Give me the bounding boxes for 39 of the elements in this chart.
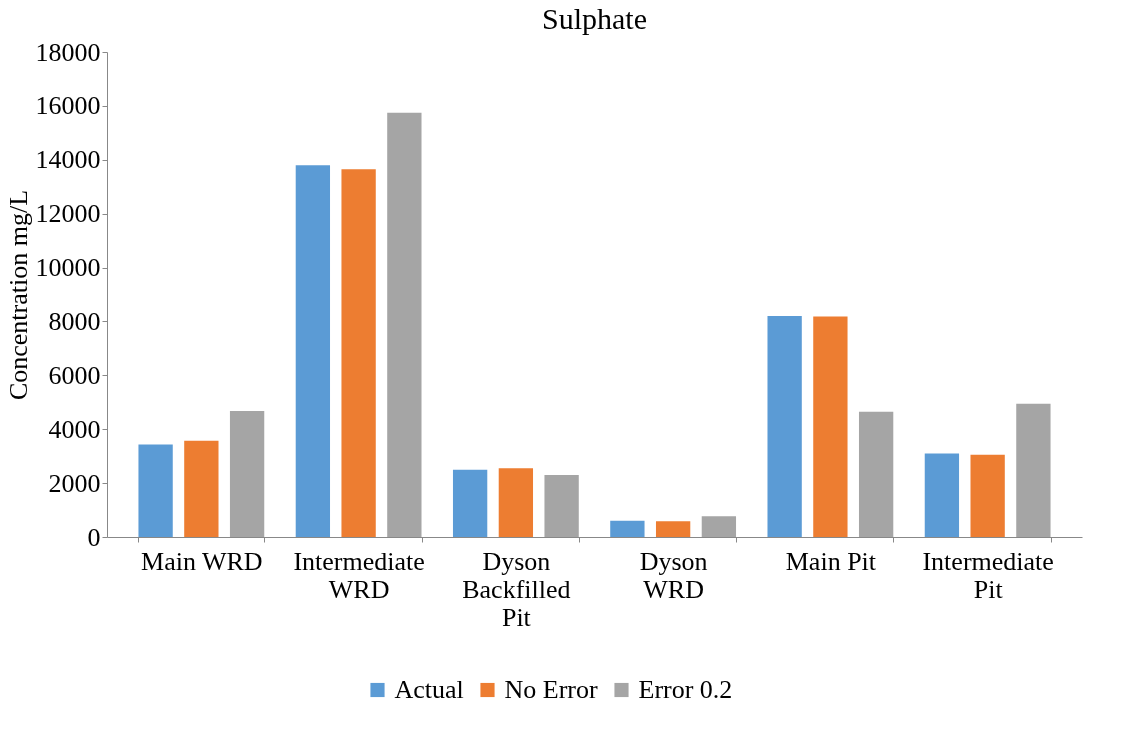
y-tick-label: 10000	[35, 253, 101, 283]
legend-label: No Error	[504, 675, 598, 704]
bar	[813, 316, 848, 537]
y-tick-label: 4000	[48, 414, 101, 444]
x-tick-label: Intermediate Pit	[922, 546, 1054, 604]
bar	[610, 520, 645, 537]
chart-title: Sulphate	[542, 2, 647, 35]
x-tick-label: Dyson Backfilled Pit	[462, 546, 571, 632]
x-tick-label: Main WRD	[141, 546, 263, 576]
legend-label: Actual	[394, 675, 464, 704]
x-tick-label: Main Pit	[785, 546, 877, 576]
bar	[184, 440, 219, 537]
y-tick-label: 18000	[35, 37, 101, 67]
bar	[452, 469, 488, 537]
bar	[858, 411, 894, 537]
bar	[544, 475, 579, 537]
bar	[498, 468, 534, 537]
bar	[341, 169, 376, 537]
bar	[767, 316, 802, 537]
bar	[295, 165, 331, 537]
legend-label: Error 0.2	[638, 675, 733, 704]
y-tick-label: 2000	[48, 468, 101, 498]
bar	[970, 454, 1005, 537]
x-tick-label: Dyson WRD	[639, 546, 708, 604]
y-tick-label: 14000	[35, 145, 101, 175]
bar	[138, 444, 173, 537]
bar	[924, 453, 960, 537]
y-tick-label: 16000	[35, 91, 101, 121]
y-tick-label: 6000	[48, 360, 101, 390]
bar	[655, 521, 691, 537]
bar	[1016, 403, 1051, 537]
y-tick-label: 8000	[48, 306, 101, 336]
bar	[387, 112, 422, 537]
x-tick-label: Intermediate WRD	[293, 546, 425, 604]
bar	[229, 410, 265, 537]
bar	[701, 516, 737, 537]
y-axis-title: Concentration mg/L	[3, 189, 33, 401]
y-tick-label: 12000	[35, 199, 101, 229]
y-tick-label: 0	[87, 522, 101, 552]
